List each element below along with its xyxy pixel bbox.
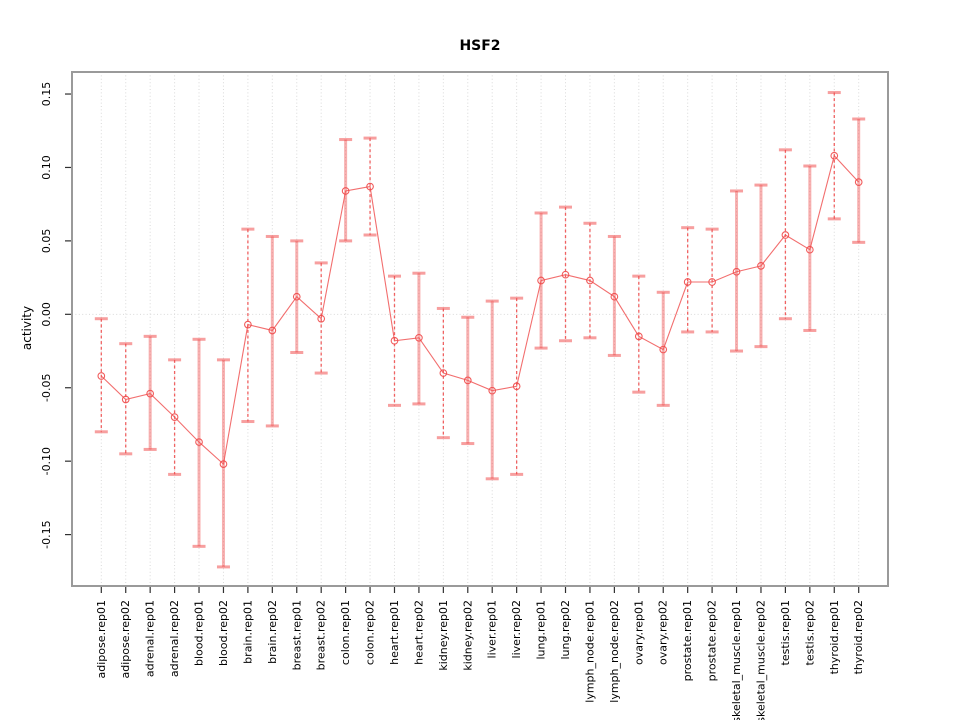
data-point-marker	[854, 178, 863, 186]
data-point-marker	[341, 187, 350, 195]
data-point-marker	[244, 320, 252, 329]
x-tick-label: thyroid.rep02	[852, 600, 865, 674]
data-point-marker	[121, 395, 130, 404]
x-tick-label: thyroid.rep01	[828, 600, 841, 674]
x-tick-label: testis.rep02	[803, 600, 816, 665]
y-tick-label: -0.15	[40, 520, 53, 548]
data-point-marker	[830, 151, 839, 160]
x-tick-label: prostate.rep02	[706, 600, 719, 681]
data-point-marker	[415, 333, 423, 342]
data-point-marker	[610, 292, 619, 301]
data-point-marker	[366, 182, 374, 191]
data-point-marker	[195, 438, 203, 446]
x-tick-label: breast.rep01	[290, 600, 303, 670]
data-point-marker	[219, 460, 228, 468]
x-tick-label: prostate.rep01	[681, 600, 694, 681]
x-tick-label: adrenal.rep01	[144, 600, 157, 677]
series-line	[100, 154, 860, 466]
data-point-marker	[488, 386, 497, 395]
x-tick-label: blood.rep01	[193, 600, 206, 666]
x-tick-label: kidney.rep01	[437, 600, 450, 671]
data-point-marker	[634, 332, 643, 341]
data-point-marker	[292, 292, 301, 301]
x-tick-label: liver.rep02	[510, 600, 523, 658]
x-tick-label: breast.rep02	[315, 600, 328, 670]
data-point-marker	[97, 372, 106, 380]
x-tick-label: lung.rep02	[559, 600, 572, 660]
data-point-marker	[805, 245, 814, 254]
y-tick-label: -0.05	[40, 374, 53, 402]
data-point-marker	[390, 336, 399, 345]
data-point-marker	[586, 276, 594, 285]
y-tick-label: 0.10	[40, 155, 53, 180]
x-tick-label: liver.rep01	[486, 600, 499, 658]
x-tick-label: skeletal_muscle.rep01	[730, 600, 743, 720]
x-tick-label: brain.rep01	[241, 600, 254, 664]
x-tick-label: lymph_node.rep01	[583, 600, 596, 703]
plot-border	[71, 71, 889, 587]
x-tick-label: kidney.rep02	[461, 600, 474, 671]
x-tick-label: ovary.rep01	[632, 600, 645, 665]
x-tick-label: lung.rep01	[535, 600, 548, 660]
y-tick-label: 0.05	[40, 229, 53, 254]
x-tick-label: testis.rep01	[779, 600, 792, 665]
x-tick-label: brain.rep02	[266, 600, 279, 664]
chart-title: HSF2	[459, 38, 501, 54]
data-point-marker	[146, 389, 155, 398]
data-point-marker	[268, 326, 277, 335]
x-tick-label: blood.rep02	[217, 600, 230, 666]
data-point-marker	[708, 278, 716, 286]
y-tick-label: -0.10	[40, 447, 53, 475]
x-tick-label: adipose.rep02	[119, 600, 132, 679]
data-point-marker	[781, 231, 790, 239]
x-tick-label: colon.rep01	[339, 600, 352, 665]
y-tick-label: 0.00	[40, 302, 53, 327]
data-point-marker	[317, 314, 326, 323]
data-point-marker	[757, 262, 765, 270]
x-tick-label: adrenal.rep02	[168, 600, 181, 677]
x-tick-label: lymph_node.rep02	[608, 600, 621, 703]
x-tick-label: ovary.rep02	[657, 600, 670, 665]
x-tick-label: adipose.rep01	[95, 600, 108, 679]
x-tick-label: colon.rep02	[364, 600, 377, 665]
x-tick-label: skeletal_muscle.rep02	[754, 600, 767, 720]
data-point-marker	[463, 376, 472, 385]
x-tick-label: heart.rep02	[412, 600, 425, 665]
data-point-marker	[439, 369, 448, 377]
data-point-marker	[561, 270, 570, 279]
data-point-marker	[659, 345, 668, 354]
data-point-marker	[170, 413, 179, 421]
data-point-marker	[683, 278, 692, 286]
x-tick-label: heart.rep01	[388, 600, 401, 665]
y-tick-label: 0.15	[40, 82, 53, 107]
data-point-marker	[537, 276, 545, 285]
data-point-marker	[512, 382, 521, 391]
data-point-marker	[732, 267, 741, 276]
